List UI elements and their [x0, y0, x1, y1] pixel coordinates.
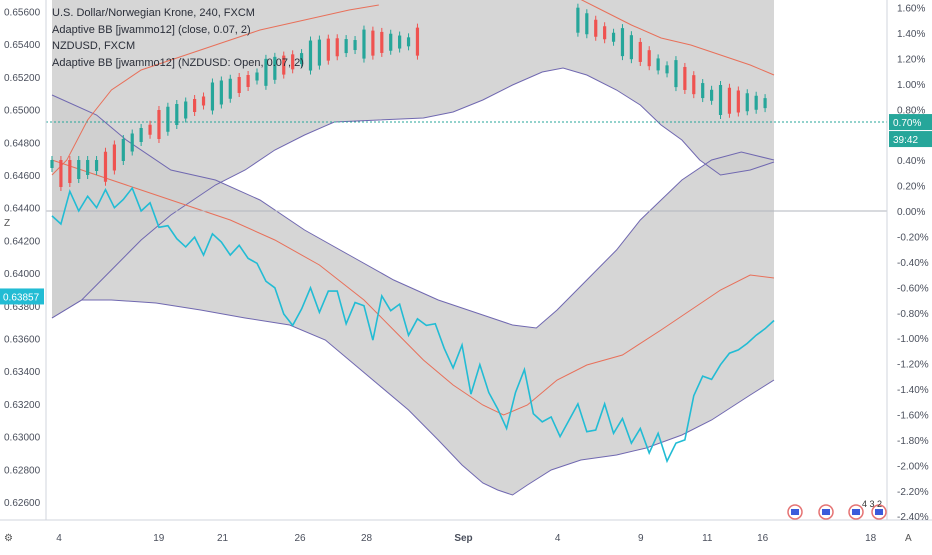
- countdown-badge: [889, 131, 932, 148]
- x-axis-tick: 4: [555, 533, 561, 544]
- x-axis-tick: 21: [217, 533, 229, 544]
- nzd-band-fill: [52, 95, 774, 495]
- left-axis-tick: 0.63400: [4, 367, 41, 378]
- nzd-band-upper: [51, 94, 775, 329]
- legend-compare-symbol[interactable]: NZDUSD, FXCM: [52, 40, 136, 52]
- left-axis-tick: 0.64200: [4, 236, 41, 247]
- left-axis-tick: 0.63600: [4, 334, 41, 345]
- settings-icon[interactable]: ⚙: [4, 533, 13, 544]
- right-axis-tick: -0.60%: [897, 283, 929, 294]
- x-axis-tick: 28: [361, 533, 373, 544]
- right-axis-tick: -0.20%: [897, 232, 929, 243]
- legend-symbol[interactable]: U.S. Dollar/Norwegian Krone, 240, FXCM: [52, 7, 255, 19]
- legend-indicator-1[interactable]: Adaptive BB [jwammo12] (close, 0.07, 2): [52, 23, 251, 36]
- right-axis-tick: 1.20%: [897, 54, 925, 65]
- left-axis-tick: 0.64000: [4, 269, 41, 280]
- right-axis-tick: 0.00%: [897, 207, 925, 218]
- left-axis-tick: 0.63200: [4, 400, 41, 411]
- zoom-icon[interactable]: Z: [4, 218, 11, 229]
- left-axis-tick: 0.64800: [4, 138, 41, 149]
- right-axis-tick: -1.40%: [897, 385, 929, 396]
- left-axis-tick: 0.65600: [4, 7, 41, 18]
- right-axis-tick: -2.40%: [897, 512, 929, 523]
- nzdusd-line: [51, 186, 775, 464]
- x-axis-tick: Sep: [454, 533, 472, 544]
- left-axis-tick: 0.62600: [4, 498, 41, 509]
- right-axis-tick: -1.60%: [897, 410, 929, 421]
- right-axis-tick: -2.00%: [897, 461, 929, 472]
- candles: [50, 3, 767, 191]
- right-current-label: 0.70%: [893, 118, 921, 129]
- left-axis-tick: 0.64600: [4, 171, 41, 182]
- event-flag-icon-inner: [822, 509, 830, 515]
- usdnok-basis-line-2: [580, 0, 775, 76]
- usdnok-basis-line: [51, 4, 379, 176]
- right-axis-tick: 0.40%: [897, 156, 925, 167]
- right-axis-tick: -1.00%: [897, 334, 929, 345]
- right-axis-tick: -0.80%: [897, 309, 929, 320]
- auto-scale-button[interactable]: A: [905, 533, 912, 544]
- event-flag-icon-inner: [852, 509, 860, 515]
- left-current-label: 0.63857: [3, 292, 40, 303]
- legend-indicator-2[interactable]: Adaptive BB [jwammo12] (NZDUSD: Open, 0.…: [52, 56, 304, 69]
- right-axis-tick: 1.60%: [897, 4, 925, 15]
- right-axis-tick: 0.20%: [897, 182, 925, 193]
- earnings-marker-label: 4 3 2: [862, 499, 882, 509]
- left-axis-tick: 0.63800: [4, 302, 41, 313]
- right-axis-tick: -1.20%: [897, 360, 929, 371]
- right-axis-tick: -1.80%: [897, 436, 929, 447]
- right-axis-tick: -0.40%: [897, 258, 929, 269]
- x-axis-tick: 9: [638, 533, 644, 544]
- left-axis-tick: 0.64400: [4, 204, 41, 215]
- x-axis-tick: 16: [757, 533, 769, 544]
- x-axis-tick: 11: [702, 533, 713, 544]
- countdown-label: 39:42: [893, 135, 918, 146]
- right-current-badge: [889, 114, 932, 131]
- usdnok-band-lower: [51, 67, 775, 319]
- usdnok-band-fill: [52, 0, 774, 318]
- event-flag-icon-inner: [875, 509, 883, 515]
- x-axis-tick: 19: [153, 533, 165, 544]
- event-flag-icon-inner: [791, 509, 799, 515]
- nzd-basis-line: [51, 159, 775, 416]
- chart-legend: U.S. Dollar/Norwegian Krone, 240, FXCM A…: [52, 5, 304, 71]
- x-axis-tick: 18: [865, 533, 877, 544]
- right-axis-tick: 0.80%: [897, 105, 925, 116]
- plot-area: [46, 0, 887, 496]
- nzd-band-lower: [51, 299, 775, 496]
- x-axis-tick: 26: [295, 533, 307, 544]
- left-axis-tick: 0.65400: [4, 40, 41, 51]
- left-axis-tick: 0.65200: [4, 73, 41, 84]
- left-axis-tick: 0.65000: [4, 106, 41, 117]
- right-axis-tick: 1.00%: [897, 80, 925, 91]
- left-current-badge: [0, 288, 44, 305]
- right-axis-tick: 1.40%: [897, 29, 925, 40]
- left-axis-tick: 0.62800: [4, 465, 41, 476]
- right-axis-tick: -2.20%: [897, 487, 929, 498]
- x-axis-tick: 4: [56, 533, 62, 544]
- left-axis-tick: 0.63000: [4, 433, 41, 444]
